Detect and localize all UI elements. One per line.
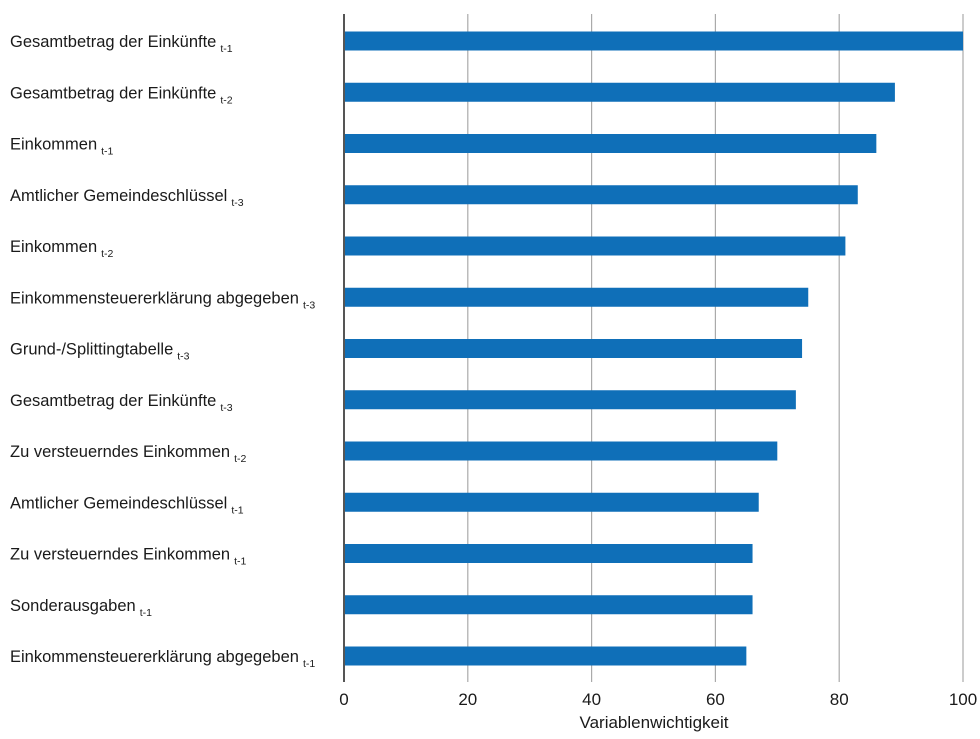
category-label-subscript: t-2 — [220, 94, 232, 106]
category-label: Einkommen t-1 — [10, 136, 114, 158]
category-label-subscript: t-1 — [101, 146, 113, 158]
x-tick-label: 60 — [706, 690, 725, 709]
x-axis-label: Variablenwichtigkeit — [580, 713, 729, 732]
category-label: Einkommensteuererklärung abgegeben t-1 — [10, 648, 315, 670]
category-label: Amtlicher Gemeindeschlüssel t-1 — [10, 494, 244, 516]
category-label: Zu versteuerndes Einkommen t-1 — [10, 546, 247, 568]
category-label-subscript: t-1 — [303, 658, 315, 670]
bar — [344, 134, 877, 153]
category-label-text: Amtlicher Gemeindeschlüssel — [10, 494, 227, 512]
category-label-subscript: t-3 — [231, 197, 243, 209]
category-label-subscript: t-2 — [101, 248, 113, 260]
bar — [344, 31, 963, 51]
bar — [344, 646, 747, 666]
category-label-text: Gesamtbetrag der Einkünfte — [10, 33, 216, 51]
bar — [344, 339, 803, 358]
category-label: Zu versteuerndes Einkommen t-2 — [10, 443, 247, 465]
category-label: Einkommen t-2 — [10, 238, 114, 260]
category-label: Gesamtbetrag der Einkünfte t-2 — [10, 84, 233, 106]
category-label-subscript: t-3 — [303, 299, 315, 311]
category-label-subscript: t-1 — [231, 504, 243, 516]
category-label-text: Grund-/Splittingtabelle — [10, 341, 173, 359]
category-label-subscript: t-1 — [220, 43, 232, 55]
category-label-text: Einkommen — [10, 136, 97, 154]
category-label-subscript: t-1 — [140, 607, 152, 619]
bar — [344, 287, 809, 307]
x-tick-label: 20 — [458, 690, 477, 709]
category-label-text: Zu versteuerndes Einkommen — [10, 546, 230, 564]
x-tick-label: 80 — [830, 690, 849, 709]
category-label: Sonderausgaben t-1 — [10, 597, 152, 619]
x-tick-label: 100 — [949, 690, 977, 709]
bar — [344, 595, 753, 615]
category-label-text: Einkommen — [10, 238, 97, 256]
category-label-text: Gesamtbetrag der Einkünfte — [10, 84, 216, 102]
bars — [344, 31, 963, 666]
category-label-text: Amtlicher Gemeindeschlüssel — [10, 187, 227, 205]
category-label-subscript: t-3 — [177, 351, 189, 363]
tick-labels: 0 20 40 60 80 100 — [339, 690, 977, 709]
category-label-text: Sonderausgaben — [10, 597, 136, 615]
bar — [344, 544, 753, 563]
x-tick-label: 0 — [339, 690, 348, 709]
category-labels: Gesamtbetrag der Einkünfte t-1Gesamtbetra… — [10, 33, 315, 670]
bar — [344, 441, 778, 461]
category-label-subscript: t-1 — [234, 556, 246, 568]
category-label-subscript: t-2 — [234, 453, 246, 465]
bar — [344, 82, 895, 102]
bar — [344, 185, 858, 205]
bar — [344, 492, 759, 512]
category-label-text: Gesamtbetrag der Einkünfte — [10, 392, 216, 410]
category-label: Einkommensteuererklärung abgegeben t-3 — [10, 289, 315, 311]
category-label-subscript: t-3 — [220, 402, 232, 414]
category-label-text: Einkommensteuererklärung abgegeben — [10, 289, 299, 307]
category-label-text: Einkommensteuererklärung abgegeben — [10, 648, 299, 666]
category-label-text: Zu versteuerndes Einkommen — [10, 443, 230, 461]
bar — [344, 390, 796, 410]
category-label: Amtlicher Gemeindeschlüssel t-3 — [10, 187, 244, 209]
x-tick-label: 40 — [582, 690, 601, 709]
bar — [344, 236, 846, 256]
category-label: Gesamtbetrag der Einkünfte t-1 — [10, 33, 233, 55]
category-label: Grund-/Splittingtabelle t-3 — [10, 341, 190, 363]
category-label: Gesamtbetrag der Einkünfte t-3 — [10, 392, 233, 414]
